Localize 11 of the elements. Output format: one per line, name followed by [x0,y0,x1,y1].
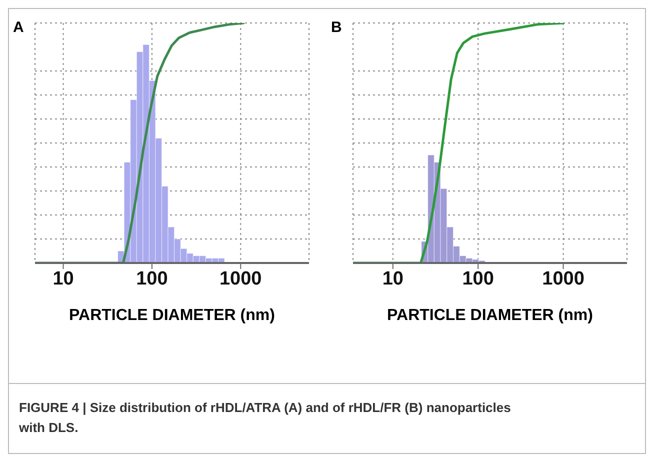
x-tick-label: 100 [462,268,494,290]
x-axis-title: PARTICLE DIAMETER (nm) [68,307,276,325]
x-tick-label: 10 [382,268,404,290]
chart-title: B [331,19,342,36]
x-tick-label: 1000 [542,268,584,290]
x-tick-label: 10 [52,268,74,290]
caption: FIGURE 4 | Size distribution of rHDL/ATRA (A) and of rHDL/FR (B) nanoparticles with DLS. [19,399,512,437]
x-tick-label: 1000 [219,268,262,290]
x-axis-title: PARTICLE DIAMETER (nm) [386,307,594,325]
x-tick-label: 100 [136,268,168,290]
chart-title: A [13,19,24,36]
